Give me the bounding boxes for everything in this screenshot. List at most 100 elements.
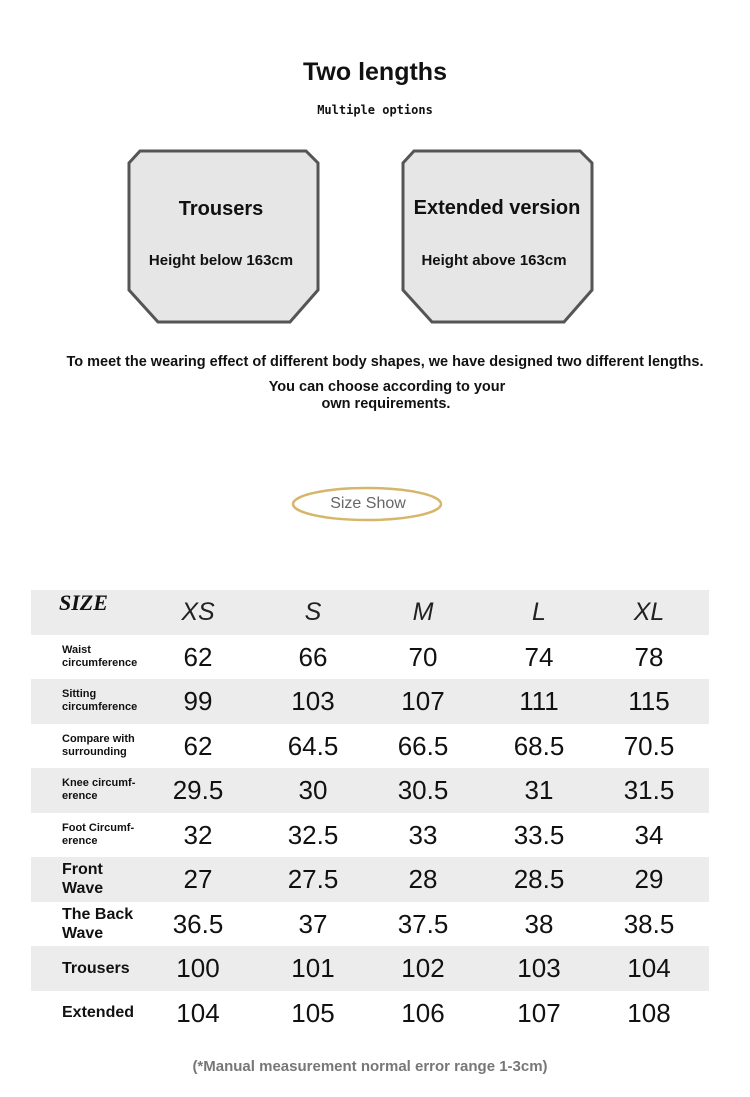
table-row: Extended 104 105 106 107 108 [31, 990, 709, 1036]
row-label-line: Sitting [62, 688, 97, 701]
table-cell: 103 [517, 953, 561, 983]
decor [127, 149, 594, 522]
row-label-line: circumference [62, 656, 138, 669]
header-cell: SIZE [59, 590, 108, 615]
row-label-line: surrounding [62, 745, 127, 758]
row-label: Trousers [62, 946, 130, 991]
table-cell: 99 [183, 686, 213, 716]
table-row: Foot Circumf-erence 32 32.5 33 33.5 34 [31, 812, 709, 858]
table-row: Waist circumference 62 66 70 74 78 [31, 634, 709, 680]
table-cell: 105 [291, 997, 335, 1028]
table-cell: 37.5 [397, 908, 449, 939]
description: own requirements. [321, 396, 451, 412]
row-label: Foot Circumf-erence [62, 813, 134, 858]
row-label-line: Knee circumf- [62, 777, 136, 790]
badge-shape [291, 486, 443, 522]
header-cell: XL [633, 598, 665, 626]
row-label: Sitting circumference [62, 679, 137, 724]
header-cell: M [412, 598, 434, 626]
footnote: (*Manual measurement normal error range … [192, 1058, 548, 1075]
table-cell: 32 [183, 819, 213, 850]
card-title: Trousers [178, 198, 264, 220]
row-label: Extended [62, 991, 134, 1036]
table-cell: 30 [298, 775, 328, 805]
row-label-line: Foot Circumf- [62, 821, 135, 834]
table-cell: 28 [408, 864, 438, 894]
table-cell: 30.5 [397, 775, 449, 805]
table-cell: 62 [183, 641, 213, 672]
table-cell: 66 [298, 641, 328, 672]
card-shape [127, 149, 320, 324]
table-cell: 74 [524, 641, 554, 672]
table-cell: 34 [634, 819, 664, 850]
table-cell: 115 [628, 686, 670, 716]
table-row: Trousers 100 101 102 103 104 [31, 946, 709, 991]
row-label-line: Waist [62, 643, 91, 656]
description: You can choose according to your [268, 379, 506, 395]
row-label: The Back Wave [62, 902, 133, 947]
row-label-line: Wave [62, 880, 104, 898]
table-cell: 29 [634, 864, 664, 894]
table-cell: 104 [176, 997, 220, 1028]
table-cell: 32.5 [287, 819, 339, 850]
table-cell: 38 [524, 908, 554, 939]
row-label: Front Wave [62, 857, 103, 902]
badge: Size Show [330, 495, 406, 512]
table-cell: 111 [519, 686, 559, 716]
table-cell: 31.5 [623, 775, 675, 805]
card-note: Height below 163cm [148, 252, 294, 269]
table-cell: 27.5 [287, 864, 339, 894]
row-label-line: The Back [62, 905, 134, 923]
table-cell: 68.5 [513, 730, 565, 761]
table-cell: 70.5 [623, 730, 675, 761]
header-cell: S [304, 598, 322, 626]
table-cell: 33.5 [513, 819, 565, 850]
table-cell: 29.5 [172, 775, 224, 805]
table-cell: 107 [401, 686, 445, 716]
row-label-line: Wave [62, 924, 104, 942]
table-cell: 27 [183, 864, 213, 894]
table-cell: 66.5 [397, 730, 449, 761]
table-cell: 38.5 [623, 908, 675, 939]
table-cell: 28.5 [513, 864, 565, 894]
title: Two lengths [303, 58, 447, 86]
row-label-line: circumference [62, 701, 138, 714]
row-label-line: Extended [62, 1004, 135, 1022]
table-cell: 103 [291, 686, 335, 716]
header-row: SIZE XS S M L XL [31, 590, 709, 635]
table-cell: 104 [627, 953, 671, 983]
card-title: Extended version [413, 197, 581, 219]
table-cell: 100 [176, 953, 220, 983]
row-label-line: Front [62, 861, 103, 879]
table-row: Sitting circumference 99 103 107 111 115 [31, 679, 709, 724]
row-label: Waist circumference [62, 635, 137, 680]
table-cell: 78 [634, 641, 664, 672]
row-label: Compare with surrounding [62, 724, 135, 769]
table-cell: 36.5 [172, 908, 224, 939]
description: To meet the wearing effect of different … [66, 354, 704, 370]
header-cell: XS [181, 598, 215, 626]
row-label-line: Trousers [62, 959, 130, 977]
table-cell: 33 [408, 819, 438, 850]
table-cell: 37 [298, 908, 328, 939]
table-cell: 102 [401, 953, 445, 983]
table-cell: 106 [401, 997, 445, 1028]
card-note: Height above 163cm [421, 252, 567, 269]
card-shape [401, 149, 594, 324]
table-cell: 31 [524, 775, 554, 805]
header-cell: L [532, 598, 546, 626]
subtitle: Multiple options [317, 103, 433, 117]
table-cell: 64.5 [287, 730, 339, 761]
row-label: Knee circumf-erence [62, 768, 135, 813]
table-cell: 62 [183, 730, 213, 761]
table-row: Compare with surrounding 62 64.5 66.5 68.5 70.… [31, 723, 709, 769]
row-label-line: erence [62, 834, 98, 847]
table-cell: 101 [291, 953, 335, 983]
row-label-line: erence [62, 790, 98, 803]
table-row: The Back Wave 36.5 37 37.5 38 38.5 [31, 901, 709, 947]
table-row: Front Wave 27 27.5 28 28.5 29 [31, 857, 709, 902]
table-row: Knee circumf-erence 29.5 30 30.5 31 31.5 [31, 768, 709, 813]
row-label-line: Compare with [62, 732, 135, 745]
table-cell: 108 [627, 997, 671, 1028]
